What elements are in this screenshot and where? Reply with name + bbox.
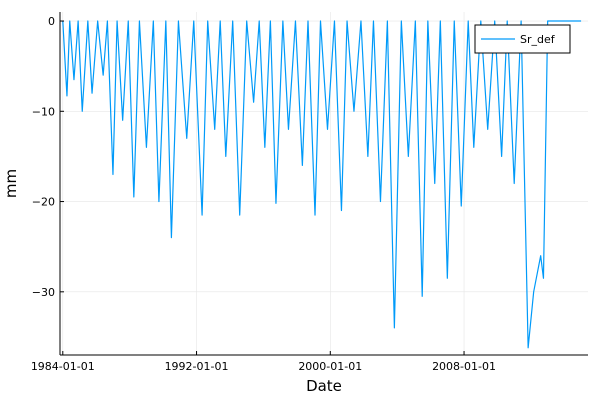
legend-box (474, 24, 571, 54)
axes (59, 12, 588, 356)
y-tick-label-2: −20 (32, 196, 55, 209)
x-tick-label-1: 1992-01-01 (165, 360, 229, 373)
x-tick-label-2: 2000-01-01 (298, 360, 362, 373)
legend: Sr_def (474, 24, 571, 54)
y-tick-label-1: −10 (32, 105, 55, 118)
y-axis-label: mm (2, 169, 20, 198)
series-line-0 (62, 20, 582, 349)
x-tick-label-0: 1984-01-01 (31, 360, 95, 373)
x-axis-label: Date (306, 377, 342, 395)
series-layer (62, 20, 582, 349)
legend-label-sr-def: Sr_def (520, 33, 556, 46)
ticks: 1984-01-01 1992-01-01 2000-01-01 2008-01-01… (31, 15, 496, 373)
y-tick-label-0: 0 (48, 15, 55, 28)
y-tick-label-3: −30 (32, 286, 55, 299)
x-tick-label-3: 2008-01-01 (432, 360, 496, 373)
